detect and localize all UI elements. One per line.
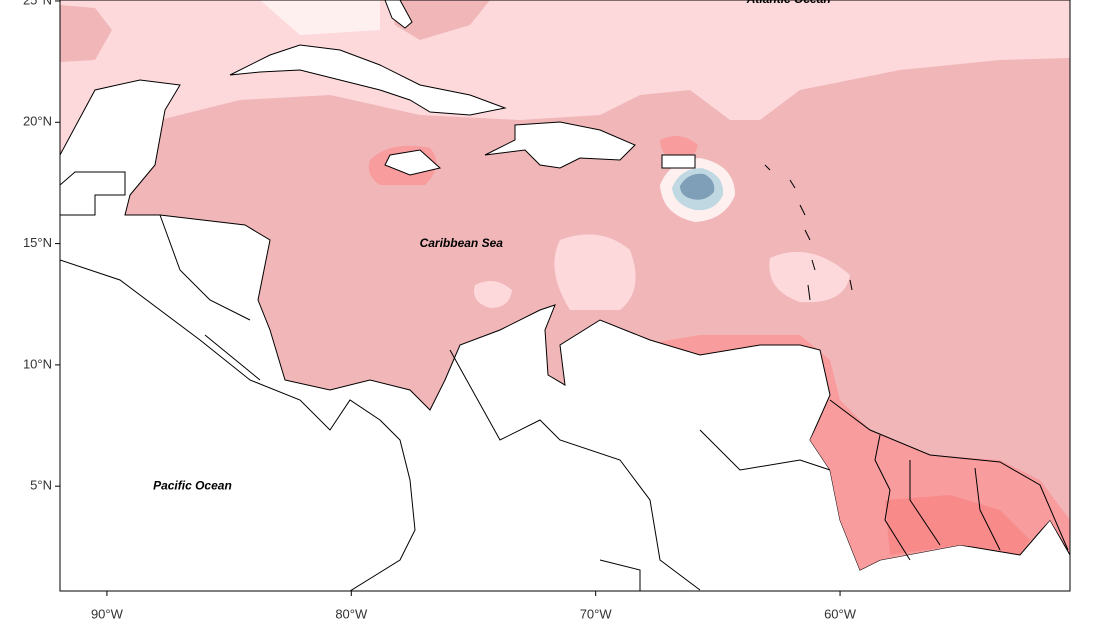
map-area <box>60 0 1070 591</box>
region-label: Pacific Ocean <box>153 478 232 492</box>
jamaica <box>384 149 442 176</box>
borders <box>60 171 831 591</box>
y-tick-label: 20°N <box>23 114 52 129</box>
y-tick-label: 10°N <box>23 356 52 371</box>
frame <box>59 0 1071 592</box>
x-tick-label: 70°W <box>580 606 613 621</box>
guiana-field-dark <box>885 495 1030 555</box>
puerto-rico <box>661 154 696 169</box>
region-label: Atlantic Ocean <box>746 0 831 6</box>
pacific-coast <box>60 259 416 591</box>
guiana-borders <box>829 399 1069 561</box>
field-medium-top <box>60 0 490 62</box>
hispaniola <box>484 121 636 169</box>
field-light-patch <box>474 234 850 310</box>
cuba <box>229 44 507 116</box>
florida <box>384 0 413 29</box>
region-label: Caribbean Sea <box>420 236 504 250</box>
field-blue <box>680 173 715 200</box>
y-tick-label: 5°N <box>30 478 52 493</box>
x-tick-label: 60°W <box>824 606 857 621</box>
x-tick-label: 90°W <box>91 606 124 621</box>
y-tick-label: 15°N <box>23 235 52 250</box>
lesser-antilles <box>764 164 853 301</box>
y-tick-label: 25°N <box>23 0 52 7</box>
x-tick-label: 80°W <box>335 606 368 621</box>
